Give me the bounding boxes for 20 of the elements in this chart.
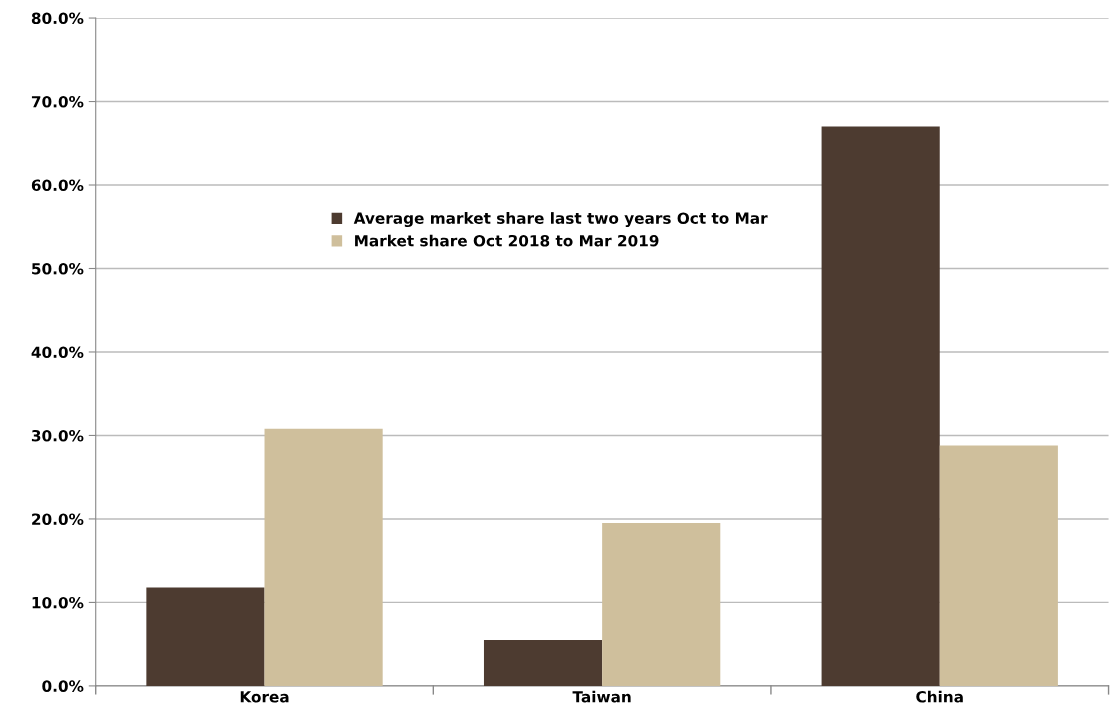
legend-label: Average market share last two years Oct to Mar [353,212,768,228]
x-tick-label: China [916,690,963,703]
y-tick-label: 50.0% [32,262,84,275]
bar [939,445,1058,686]
bar [821,126,940,686]
y-tick-label: 10.0% [32,596,84,609]
y-tick-label: 40.0% [31,346,84,358]
y-tick-label: 30.0% [31,429,84,442]
legend-label: Market share Oct 2018 to Mar 2019 [355,234,659,247]
y-tick-label: 80.0% [31,12,84,25]
bar [146,587,265,686]
y-tick-label: 20.0% [32,513,84,525]
x-tick-label: Korea [240,691,289,703]
bar [602,523,721,686]
bar [264,428,383,686]
bar [483,639,603,686]
y-tick-label: 70.0% [31,96,84,108]
y-tick-label: 60.0% [31,179,84,192]
y-tick-label: 0.0% [42,680,84,692]
x-tick-label: Taiwan [572,690,631,703]
